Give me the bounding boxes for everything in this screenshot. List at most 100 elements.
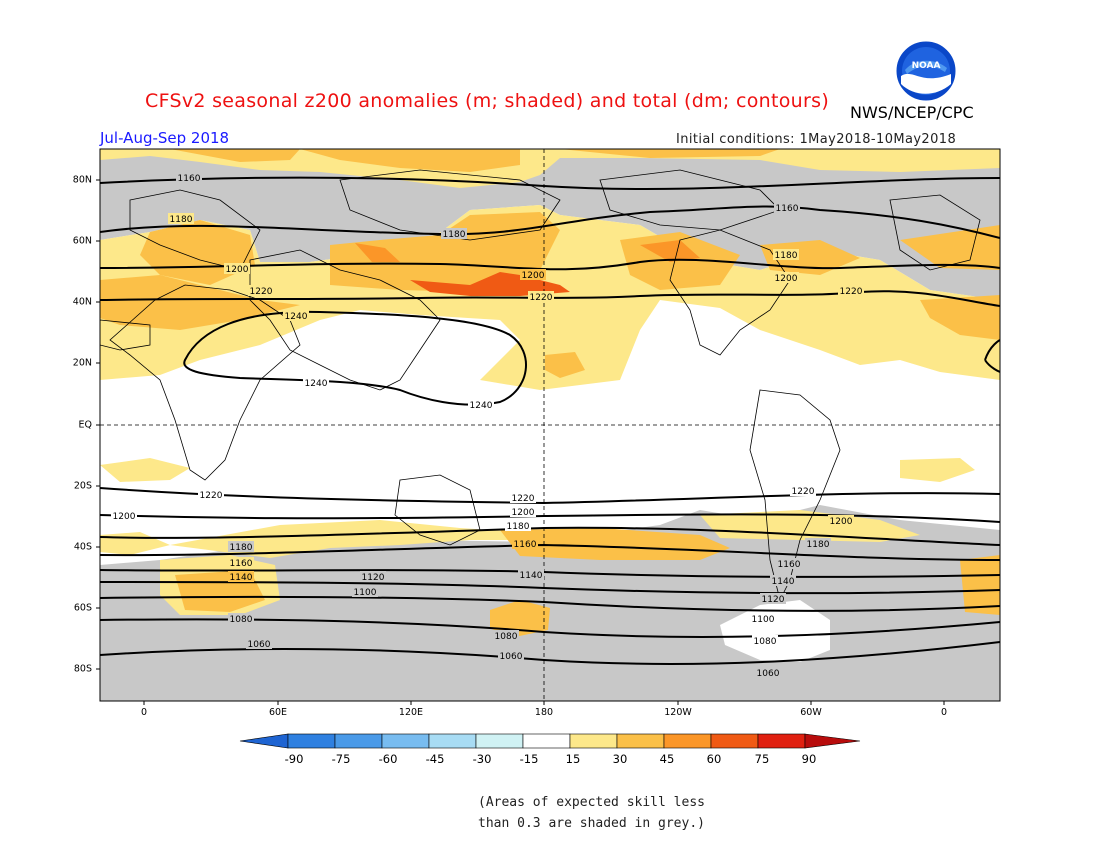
skill-footnote: (Areas of expected skill less than 0.3 a…	[478, 792, 705, 834]
colorbar-label: -60	[378, 752, 398, 766]
lon-label: 0	[940, 707, 948, 718]
colorbar-arrow-right	[804, 733, 861, 749]
contour-label: 1100	[750, 613, 776, 625]
svg-text:1160: 1160	[514, 540, 537, 550]
low-anomaly-area	[720, 600, 830, 662]
svg-text:1200: 1200	[512, 508, 535, 518]
contour-label: 1140	[228, 571, 254, 583]
contour-1240	[183, 310, 527, 406]
contour-label: 1180	[505, 520, 531, 532]
contour-label: 1200	[773, 272, 799, 284]
colorbar-swatch	[334, 733, 383, 749]
colorbar-label: 60	[706, 752, 722, 766]
contour-1060-south	[100, 641, 1000, 665]
svg-text:1080: 1080	[230, 615, 253, 625]
svg-text:1140: 1140	[230, 573, 253, 583]
contour-label: 1180	[441, 228, 467, 240]
colorbar	[239, 733, 861, 749]
svg-text:1220: 1220	[512, 494, 535, 504]
lon-label: 60E	[268, 707, 288, 718]
contour-label: 1160	[176, 172, 202, 184]
contour-label: 1100	[352, 586, 378, 598]
colorbar-swatch	[616, 733, 665, 749]
contour-label: 1060	[498, 650, 524, 662]
lat-label: 20N	[72, 357, 92, 369]
colorbar-swatch	[663, 733, 712, 749]
lat-label: 20S	[73, 480, 92, 492]
svg-text:1180: 1180	[170, 215, 193, 225]
svg-text:1220: 1220	[792, 487, 815, 497]
contour-label: 1220	[838, 285, 864, 297]
contour-label: 1180	[773, 249, 799, 261]
contour-1160-north	[100, 176, 1000, 191]
colorbar-label: -75	[331, 752, 351, 766]
colorbar-swatch	[569, 733, 618, 749]
lat-label: 80S	[73, 663, 92, 675]
svg-text:1160: 1160	[778, 560, 801, 570]
colorbar-label: -90	[284, 752, 304, 766]
svg-text:1080: 1080	[754, 637, 777, 647]
svg-text:1160: 1160	[230, 559, 253, 569]
svg-text:1160: 1160	[776, 204, 799, 214]
colorbar-swatch	[381, 733, 430, 749]
contour-label: 1200	[224, 263, 250, 275]
lat-label: EQ	[78, 419, 92, 431]
lon-label: 60W	[800, 707, 822, 718]
contour-label: 1060	[246, 638, 272, 650]
coastlines	[100, 169, 981, 602]
contour-label: 1080	[752, 635, 778, 647]
lon-label: 120E	[398, 707, 424, 718]
svg-text:1240: 1240	[285, 312, 308, 322]
lon-label: 180	[534, 707, 554, 718]
svg-text:1220: 1220	[530, 293, 553, 303]
colorbar-swatch	[287, 733, 336, 749]
contour-label: 1080	[493, 630, 519, 642]
axis-ticks	[96, 179, 945, 705]
initial-conditions: Initial conditions: 1May2018-10May2018	[676, 132, 957, 147]
colorbar-label: 90	[801, 752, 817, 766]
colorbar-label: -15	[519, 752, 539, 766]
contour-label: 1120	[760, 593, 786, 605]
svg-text:1240: 1240	[470, 401, 493, 411]
contour-label: 1200	[828, 515, 854, 527]
contour-label: 1160	[774, 202, 800, 214]
contour-label: 1200	[510, 506, 536, 518]
colorbar-label: -30	[472, 752, 492, 766]
lon-label: 120W	[664, 707, 692, 718]
svg-text:1200: 1200	[226, 265, 249, 275]
contour-label: 1220	[790, 485, 816, 497]
contour-label: 1140	[518, 569, 544, 581]
svg-text:1220: 1220	[250, 287, 273, 297]
contour-1180-south	[100, 526, 1000, 546]
contour-label: 1140	[770, 575, 796, 587]
contour-label: 1180	[805, 538, 831, 550]
colorbar-swatch	[522, 733, 571, 749]
svg-text:1140: 1140	[772, 577, 795, 587]
svg-text:1220: 1220	[200, 491, 223, 501]
svg-text:1200: 1200	[775, 274, 798, 284]
svg-text:1200: 1200	[522, 271, 545, 281]
contour-label: 1120	[360, 571, 386, 583]
footnote-line-2: than 0.3 are shaded in grey.)	[478, 816, 705, 831]
svg-text:1120: 1120	[762, 595, 785, 605]
colorbar-label: 30	[612, 752, 628, 766]
svg-text:1240: 1240	[305, 379, 328, 389]
contour-label: 1240	[283, 310, 309, 322]
contour-label: 1180	[228, 541, 254, 553]
contour-1100-south	[100, 595, 1000, 612]
colorbar-swatch	[710, 733, 759, 749]
svg-text:1060: 1060	[500, 652, 523, 662]
colorbar-swatch	[757, 733, 806, 749]
svg-text:1180: 1180	[807, 540, 830, 550]
lat-label: 60S	[73, 602, 92, 614]
svg-text:1060: 1060	[757, 669, 780, 679]
svg-text:1080: 1080	[495, 632, 518, 642]
svg-text:1180: 1180	[443, 230, 466, 240]
contour-label: 1160	[776, 558, 802, 570]
noaa-logo-icon: NOAA	[895, 40, 957, 102]
contour-label: 1220	[198, 489, 224, 501]
logo-text: NOAA	[912, 61, 941, 71]
contour-1200-north	[100, 258, 1000, 271]
contour-label: 1080	[228, 613, 254, 625]
